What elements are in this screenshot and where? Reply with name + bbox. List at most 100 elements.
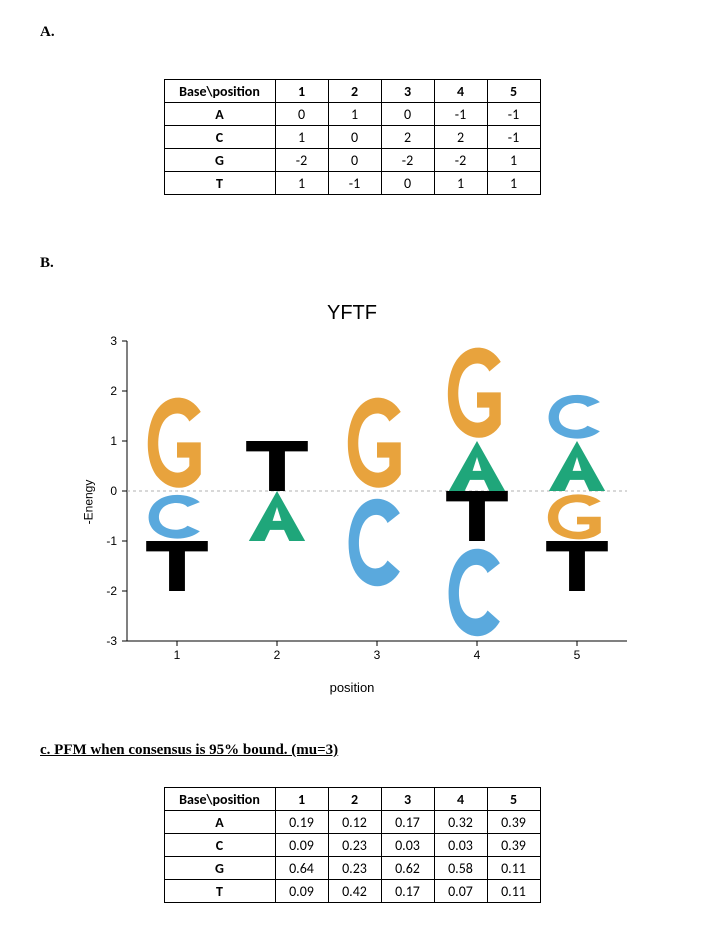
row-header: C [164, 126, 275, 149]
cell: 0.07 [434, 880, 487, 903]
cell: 0.09 [275, 880, 328, 903]
x-axis-label: position [72, 680, 632, 695]
table-row: C1022-1 [164, 126, 540, 149]
cell: 0.09 [275, 834, 328, 857]
cell: -1 [487, 103, 540, 126]
cell: 0.03 [434, 834, 487, 857]
cell: 0.17 [381, 811, 434, 834]
row-header: A [164, 103, 275, 126]
svg-text:4: 4 [474, 648, 481, 662]
row-header: G [164, 857, 275, 880]
cell: 0.11 [487, 880, 540, 903]
cell: 2 [434, 126, 487, 149]
cell: 0 [328, 149, 381, 172]
cell: 0.12 [328, 811, 381, 834]
row-header: G [164, 149, 275, 172]
table-corner: Base\position [164, 80, 275, 103]
svg-text:1: 1 [174, 648, 181, 662]
cell: -2 [381, 149, 434, 172]
cell: 1 [328, 103, 381, 126]
cell: 1 [275, 172, 328, 195]
logo-letter-T [446, 491, 508, 541]
cell: 0.03 [381, 834, 434, 857]
logo-letter-C [549, 395, 600, 439]
cell: 0.19 [275, 811, 328, 834]
cell: 1 [487, 149, 540, 172]
logo-letter-G [348, 398, 401, 488]
panel-a-label: A. [40, 24, 664, 41]
col-header: 1 [275, 788, 328, 811]
col-header: 5 [487, 80, 540, 103]
svg-text:1: 1 [110, 434, 117, 448]
logo-letter-G [448, 348, 501, 438]
cell: -1 [434, 103, 487, 126]
table-row: G0.640.230.620.580.11 [164, 857, 540, 880]
logo-letter-A [249, 491, 305, 541]
cell: 0.39 [487, 834, 540, 857]
col-header: 3 [381, 80, 434, 103]
table-row: C0.090.230.030.030.39 [164, 834, 540, 857]
cell: 0.62 [381, 857, 434, 880]
sequence-logo-plot: YFTF -Enengy -3-2-1012312345 position [72, 302, 632, 702]
col-header: 5 [487, 788, 540, 811]
cell: 0.32 [434, 811, 487, 834]
panel-c-label: c. PFM when consensus is 95% bound. (mu=… [40, 742, 664, 759]
cell: -1 [328, 172, 381, 195]
panel-b-label: B. [40, 255, 664, 272]
table-pfm: Base\position12345 A0.190.120.170.320.39… [164, 787, 541, 903]
svg-text:-3: -3 [106, 634, 117, 648]
cell: 0.39 [487, 811, 540, 834]
cell: 0.42 [328, 880, 381, 903]
cell: 0 [381, 172, 434, 195]
logo-letter-T [546, 541, 608, 591]
svg-text:5: 5 [574, 648, 581, 662]
svg-text:-2: -2 [106, 584, 117, 598]
svg-text:3: 3 [374, 648, 381, 662]
cell: -1 [487, 126, 540, 149]
logo-letter-A [549, 441, 605, 491]
row-header: T [164, 172, 275, 195]
logo-letter-T [146, 541, 208, 591]
row-header: A [164, 811, 275, 834]
plot-title: YFTF [72, 302, 632, 325]
cell: 0.17 [381, 880, 434, 903]
cell: 0.58 [434, 857, 487, 880]
table-row: G-20-2-21 [164, 149, 540, 172]
table-row: A010-1-1 [164, 103, 540, 126]
logo-letter-G [148, 398, 201, 488]
cell: -2 [434, 149, 487, 172]
cell: 0.11 [487, 857, 540, 880]
cell: 1 [275, 126, 328, 149]
col-header: 4 [434, 80, 487, 103]
table-row: T1-1011 [164, 172, 540, 195]
cell: -2 [275, 149, 328, 172]
cell: 2 [381, 126, 434, 149]
cell: 0 [275, 103, 328, 126]
table-row: A0.190.120.170.320.39 [164, 811, 540, 834]
logo-letter-C [349, 499, 400, 586]
row-header: T [164, 880, 275, 903]
col-header: 3 [381, 788, 434, 811]
col-header: 1 [275, 80, 328, 103]
logo-letter-C [449, 549, 500, 636]
svg-text:2: 2 [274, 648, 281, 662]
cell: 0.23 [328, 834, 381, 857]
table-energy: Base\position12345 A010-1-1C1022-1G-20-2… [164, 79, 541, 195]
logo-letter-A [449, 441, 505, 491]
svg-text:3: 3 [110, 334, 117, 348]
col-header: 4 [434, 788, 487, 811]
cell: 0 [328, 126, 381, 149]
logo-letter-G [548, 494, 601, 539]
table-corner: Base\position [164, 788, 275, 811]
cell: 0 [381, 103, 434, 126]
col-header: 2 [328, 80, 381, 103]
cell: 1 [487, 172, 540, 195]
logo-letter-C [149, 495, 200, 539]
table-row: T0.090.420.170.070.11 [164, 880, 540, 903]
col-header: 2 [328, 788, 381, 811]
cell: 0.23 [328, 857, 381, 880]
row-header: C [164, 834, 275, 857]
y-axis-label: -Enengy [81, 480, 95, 525]
svg-text:2: 2 [110, 384, 117, 398]
cell: 0.64 [275, 857, 328, 880]
